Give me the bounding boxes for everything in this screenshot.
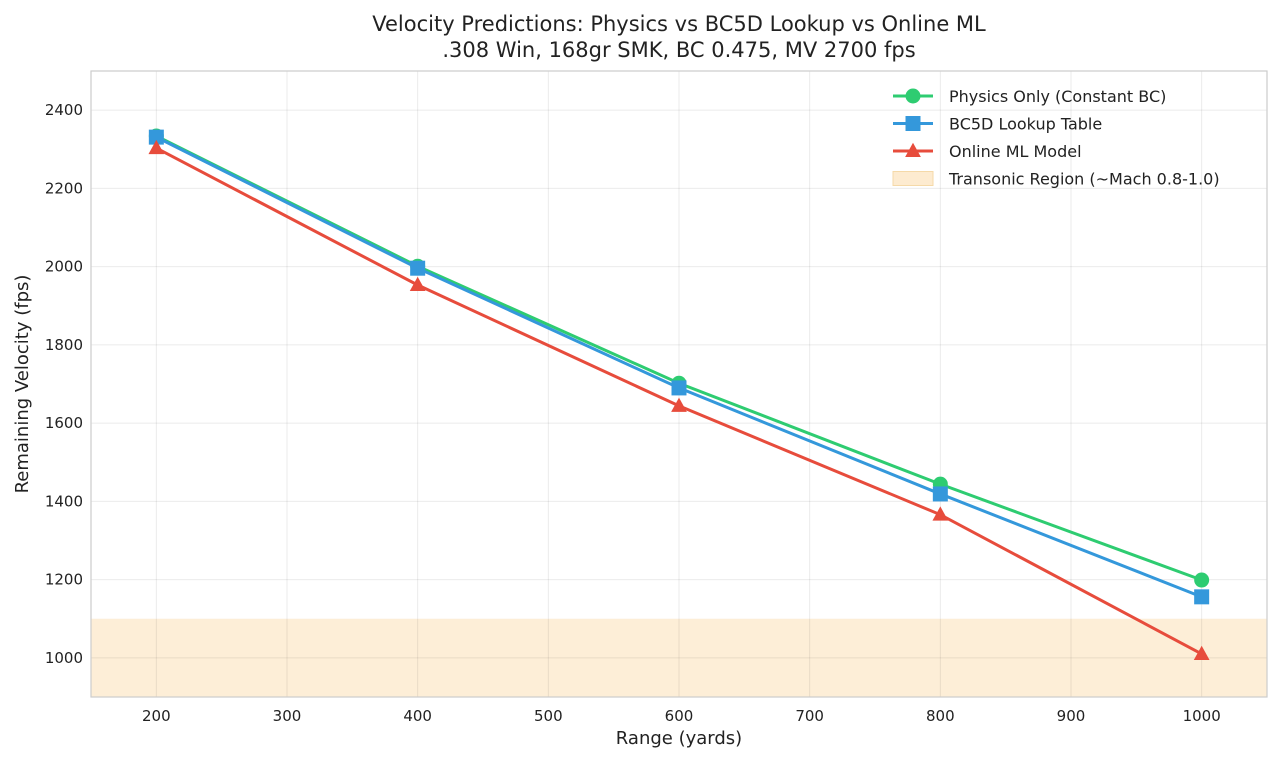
y-tick-label: 2200: [45, 179, 83, 197]
y-axis-label: Remaining Velocity (fps): [12, 275, 33, 494]
data-point-online-ml-model: [148, 139, 165, 155]
chart-subtitle: .308 Win, 168gr SMK, BC 0.475, MV 2700 f…: [442, 38, 915, 62]
legend-marker: [905, 142, 921, 157]
legend-band-swatch: [892, 171, 934, 186]
x-tick-label: 700: [795, 707, 824, 725]
data-point-bc5d-lookup-table: [148, 129, 164, 145]
y-tick-label: 1800: [45, 336, 83, 354]
x-tick-label: 600: [665, 707, 694, 725]
y-tick-label: 1400: [45, 492, 83, 510]
legend-label: Online ML Model: [949, 142, 1082, 161]
y-tick-label: 1600: [45, 414, 83, 432]
data-point-bc5d-lookup-table: [932, 486, 948, 502]
x-tick-label: 900: [1057, 707, 1086, 725]
legend-label: Physics Only (Constant BC): [949, 87, 1166, 106]
y-tick-label: 1200: [45, 571, 83, 589]
legend-marker: [905, 88, 921, 104]
x-tick-label: 800: [926, 707, 955, 725]
data-point-online-ml-model: [671, 397, 687, 412]
data-point-bc5d-lookup-table: [410, 260, 426, 276]
y-tick-label: 2000: [45, 258, 83, 276]
legend-marker: [905, 116, 921, 131]
x-tick-label: 400: [403, 707, 432, 725]
y-tick-label: 2400: [45, 101, 83, 119]
x-tick-label: 300: [273, 707, 302, 725]
legend-label: BC5D Lookup Table: [949, 115, 1102, 134]
data-point-bc5d-lookup-table: [671, 380, 687, 396]
chart-title: Velocity Predictions: Physics vs BC5D Lo…: [372, 12, 986, 36]
data-point-online-ml-model: [932, 506, 949, 521]
plot-frame: [90, 70, 1268, 698]
legend-label: Transonic Region (~Mach 0.8-1.0): [948, 170, 1220, 189]
transonic-band: [91, 618, 1267, 697]
data-point-online-ml-model: [1193, 645, 1210, 660]
legend: Physics Only (Constant BC) BC5D Lookup Ta…: [892, 87, 1220, 189]
x-tick-label: 500: [534, 707, 563, 725]
y-tick-label: 1000: [45, 649, 83, 667]
x-tick-label: 1000: [1183, 707, 1221, 725]
data-point-physics-only-constant-bc: [1194, 572, 1210, 588]
data-point-online-ml-model: [409, 276, 426, 292]
data-point-bc5d-lookup-table: [1194, 589, 1210, 605]
x-tick-label: 200: [142, 707, 171, 725]
x-axis-label: Range (yards): [616, 728, 742, 749]
